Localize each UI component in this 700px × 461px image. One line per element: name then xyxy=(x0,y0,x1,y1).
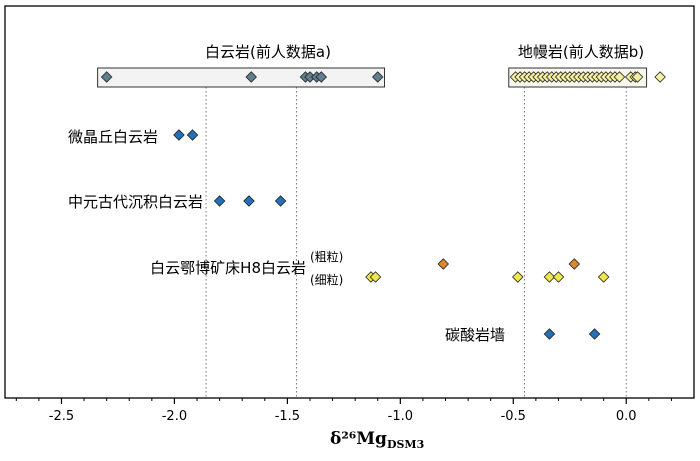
x-axis-title: δ²⁶MgDSM3 xyxy=(330,429,424,451)
row-label-mesoproterozoic: 中元古代沉积白云岩 xyxy=(68,193,203,211)
data-point xyxy=(245,71,257,83)
row-sublabel-coarse: (粗粒) xyxy=(310,249,343,264)
x-tick-label: -1.5 xyxy=(275,409,300,424)
data-point xyxy=(186,129,199,141)
x-tick-label: -0.5 xyxy=(501,409,526,424)
x-tick-label: 0.0 xyxy=(616,409,637,424)
data-point xyxy=(437,258,450,270)
data-point xyxy=(654,71,666,83)
x-tick-label: -2.5 xyxy=(49,409,74,424)
data-point xyxy=(315,71,328,83)
data-point xyxy=(243,195,255,207)
data-point xyxy=(552,271,565,283)
data-point xyxy=(173,129,185,141)
data-point xyxy=(512,271,524,283)
row-sublabel-fine: (细粒) xyxy=(310,272,343,287)
range-box xyxy=(97,67,386,88)
data-point xyxy=(543,328,556,340)
data-point xyxy=(369,271,382,283)
row-label-microbial-mound: 微晶丘白云岩 xyxy=(68,128,158,146)
row-label-carbonatite-dike: 碳酸岩墙 xyxy=(445,326,505,344)
data-point xyxy=(631,71,644,83)
x-axis-title-sub: DSM3 xyxy=(387,438,424,451)
x-axis: -2.5 -2.0 -1.5 -1.0 -0.5 0.0 xyxy=(15,398,672,424)
data-point xyxy=(543,271,556,283)
data-point xyxy=(597,271,610,283)
data-point xyxy=(274,195,287,207)
data-point xyxy=(588,328,601,340)
range-label-mantle: 地幔岩(前人数据b) xyxy=(518,43,644,61)
x-tick-label: -1.0 xyxy=(388,409,413,424)
data-point xyxy=(213,195,226,207)
data-point xyxy=(371,71,384,83)
plot-frame xyxy=(4,5,695,399)
data-points xyxy=(100,71,666,340)
data-point xyxy=(613,71,626,83)
x-tick-label: -2.0 xyxy=(162,409,187,424)
row-label-bayan-obo: 白云鄂博矿床H8白云岩 xyxy=(150,259,306,277)
data-point xyxy=(568,258,581,270)
x-axis-title-main: δ²⁶Mg xyxy=(330,429,387,449)
data-point xyxy=(100,71,113,83)
range-label-dolomite: 白云岩(前人数据a) xyxy=(205,43,331,61)
reference-lines xyxy=(205,87,627,398)
